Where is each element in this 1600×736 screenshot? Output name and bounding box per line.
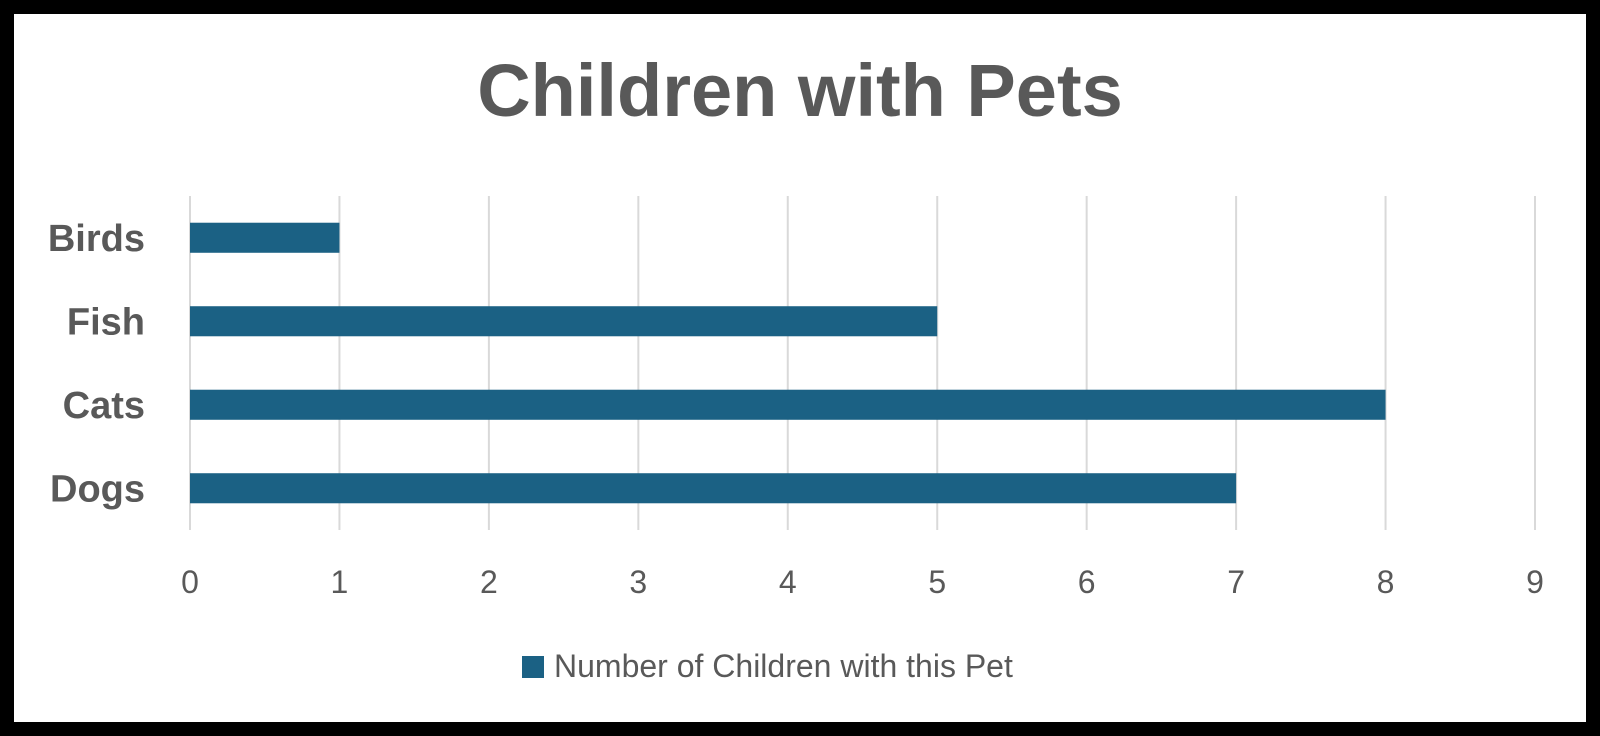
x-tick-label: 6 bbox=[1078, 564, 1096, 600]
bar-cats bbox=[190, 389, 1386, 420]
bars bbox=[190, 222, 1386, 504]
legend-label: Number of Children with this Pet bbox=[554, 648, 1013, 684]
category-label-cats: Cats bbox=[63, 385, 145, 427]
x-tick-label: 7 bbox=[1227, 564, 1245, 600]
bar-dogs bbox=[190, 473, 1237, 504]
bar-fish bbox=[190, 306, 938, 337]
legend: Number of Children with this Pet bbox=[522, 648, 1013, 684]
category-label-fish: Fish bbox=[67, 301, 145, 343]
x-tick-label: 1 bbox=[331, 564, 349, 600]
x-tick-label: 3 bbox=[629, 564, 647, 600]
x-tick-label: 8 bbox=[1377, 564, 1395, 600]
bar-birds bbox=[190, 222, 340, 253]
chart-area bbox=[14, 14, 1586, 722]
x-tick-label: 9 bbox=[1526, 564, 1544, 600]
x-tick-label: 4 bbox=[779, 564, 797, 600]
category-labels: Birds Fish Cats Dogs bbox=[48, 218, 145, 511]
x-tick-label: 2 bbox=[480, 564, 498, 600]
category-label-dogs: Dogs bbox=[50, 468, 145, 510]
x-tick-label: 5 bbox=[928, 564, 946, 600]
legend-swatch bbox=[522, 656, 544, 678]
chart-title: Children with Pets bbox=[477, 49, 1123, 132]
x-axis-tick-labels: 0 1 2 3 4 5 6 7 8 9 bbox=[181, 564, 1544, 600]
category-label-birds: Birds bbox=[48, 218, 145, 260]
x-tick-label: 0 bbox=[181, 564, 199, 600]
